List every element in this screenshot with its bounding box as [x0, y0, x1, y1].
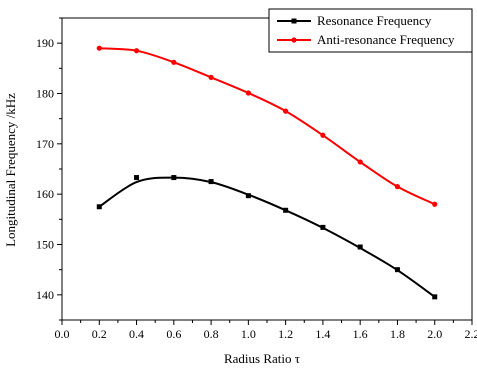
legend-label: Resonance Frequency [317, 13, 432, 28]
data-point [320, 132, 326, 138]
data-point [245, 193, 251, 199]
data-point [320, 224, 326, 230]
y-tick-label: 190 [36, 36, 54, 50]
legend-label: Anti-resonance Frequency [317, 32, 455, 47]
legend-item: Anti-resonance Frequency [277, 32, 455, 47]
data-point [208, 179, 214, 185]
legend: Resonance Frequency Anti-resonance Freque… [268, 8, 473, 53]
data-point [171, 59, 177, 65]
series-line [99, 47, 436, 206]
y-tick-label: 160 [36, 187, 54, 201]
data-point [171, 175, 177, 181]
data-point [283, 207, 289, 213]
legend-swatch-marker [291, 37, 297, 43]
axes: 0.0 0.2 0.4 0.6 0.8 1.0 1.2 1.4 1.6 1.8 2.0 2.2 140 1… [36, 17, 477, 341]
data-point [133, 48, 140, 54]
data-point [357, 159, 363, 165]
y-tick-label: 150 [36, 238, 54, 252]
data-point [245, 90, 251, 96]
data-point [96, 45, 102, 51]
x-tick-label: 1.4 [315, 327, 330, 341]
x-tick-label: 1.6 [353, 327, 368, 341]
y-tick-label: 140 [36, 288, 54, 302]
series-1 [96, 45, 438, 207]
x-tick-label: 0.6 [166, 327, 181, 341]
x-tick-label: 0.4 [129, 327, 144, 341]
x-tick-label: 0.8 [204, 327, 219, 341]
data-point [357, 244, 363, 250]
x-axis-title: Radius Ratio τ [224, 351, 300, 366]
legend-box [268, 8, 473, 53]
x-tick-label: 0.2 [92, 327, 107, 341]
data-point [394, 184, 401, 190]
data-point [283, 108, 289, 114]
series-line [98, 176, 436, 298]
data-point [394, 267, 400, 273]
x-tick-label: 2.0 [427, 327, 442, 341]
y-tick-label: 170 [36, 137, 54, 151]
data-point [432, 201, 438, 207]
series-layer [96, 45, 438, 300]
plot-frame [61, 17, 473, 321]
data-point [134, 175, 140, 181]
data-point [96, 204, 102, 210]
x-tick-label: 2.2 [465, 327, 477, 341]
y-axis-title: Longitudinal Frequency /kHz [3, 93, 18, 247]
series-0 [96, 175, 438, 300]
data-point [432, 294, 438, 300]
x-tick-label: 1.8 [390, 327, 405, 341]
legend-swatch-marker [291, 18, 297, 24]
legend-item: Resonance Frequency [277, 13, 432, 28]
x-tick-label: 1.0 [241, 327, 256, 341]
x-tick-label: 0.0 [55, 327, 70, 341]
data-point [208, 74, 214, 80]
y-tick-label: 180 [36, 87, 54, 101]
x-tick-label: 1.2 [278, 327, 293, 341]
